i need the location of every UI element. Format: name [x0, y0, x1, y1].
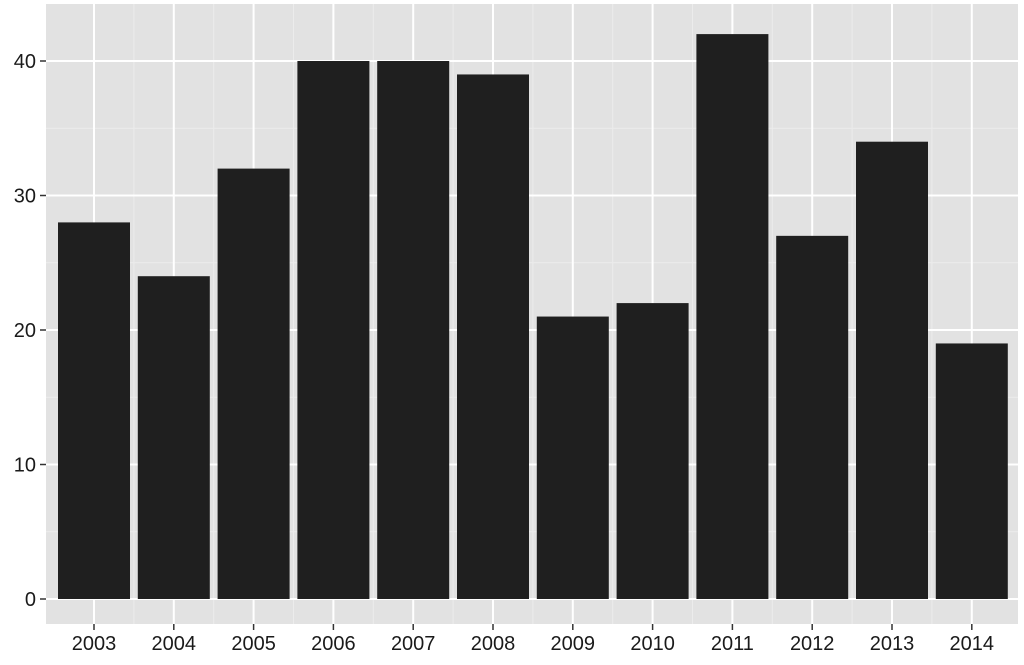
- x-tick-label-2007: 2007: [391, 633, 436, 655]
- bar-2003: [58, 222, 130, 599]
- bar-2014: [935, 343, 1008, 599]
- y-axis: 0 10 20 30 40: [14, 51, 46, 611]
- y-tick-label-10: 10: [14, 455, 36, 477]
- y-tick-label-30: 30: [14, 186, 36, 208]
- bar-2009: [536, 316, 609, 599]
- bar-2011: [696, 34, 769, 600]
- y-tick-label-20: 20: [14, 320, 36, 342]
- y-tick-label-0: 0: [25, 589, 36, 611]
- bar-2010: [616, 303, 689, 599]
- x-tick-label-2012: 2012: [790, 633, 835, 655]
- x-tick-label-2003: 2003: [72, 633, 117, 655]
- x-tick-label-2006: 2006: [311, 633, 356, 655]
- x-tick-label-2004: 2004: [152, 633, 197, 655]
- minor-gridlines: [46, 4, 1018, 624]
- bar-2013: [856, 141, 928, 599]
- bar-2006: [297, 61, 370, 599]
- x-tick-label-2008: 2008: [471, 633, 516, 655]
- bars: [58, 34, 1008, 600]
- x-tick-label-2005: 2005: [231, 633, 276, 655]
- x-tick-label-2011: 2011: [711, 633, 754, 655]
- x-tick-label-2009: 2009: [551, 633, 596, 655]
- bar-2008: [457, 74, 529, 599]
- bar-2012: [776, 235, 849, 599]
- x-tick-label-2014: 2014: [950, 633, 995, 655]
- x-tick-label-2013: 2013: [870, 633, 915, 655]
- x-tick-label-2010: 2010: [630, 633, 675, 655]
- bar-2007: [377, 61, 450, 599]
- y-tick-label-40: 40: [14, 51, 36, 73]
- bar-2005: [217, 168, 290, 599]
- bar-2004: [137, 276, 210, 599]
- x-axis: 2003 2004 2005 2006 2007 2008 2009 2010 2011 2012…: [72, 624, 994, 655]
